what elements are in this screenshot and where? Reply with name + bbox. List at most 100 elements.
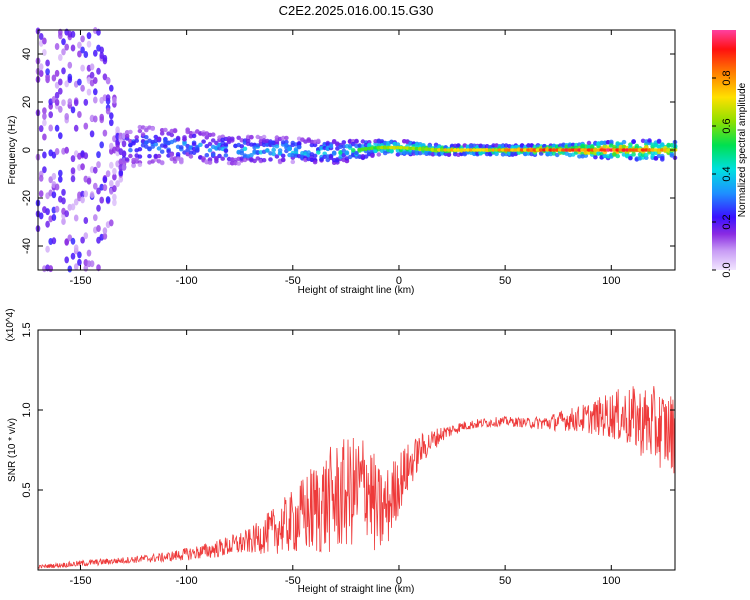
spectrogram-cell	[204, 144, 210, 149]
spectrogram-cell	[80, 196, 85, 204]
snr-panel: -150 -100 -50 0 50 100 0.5 1.0 1.5 Height of st…	[5, 308, 676, 595]
spectrogram-cell	[137, 147, 143, 152]
spectrogram-cell	[134, 135, 139, 140]
snr-y-axis-label: SNR (10 * v/v)	[7, 418, 18, 482]
spectrogram-cell	[54, 183, 60, 191]
spectrogram-cell	[80, 236, 85, 244]
spectrogram-cell	[86, 88, 92, 96]
spectrogram-cell	[64, 146, 69, 154]
spectrogram-cell	[140, 132, 146, 137]
spectrogram-cell	[351, 148, 356, 153]
spectrogram-cell	[175, 152, 181, 157]
spectrogram-cell	[61, 188, 66, 196]
x-tick-label: -50	[285, 275, 301, 287]
colorbar-label: Normalized spectral amplitude	[737, 82, 748, 217]
spectrogram-cell	[70, 175, 76, 183]
spectrogram-cell	[112, 185, 117, 193]
spectrogram-cell	[660, 155, 665, 161]
spectrogram-cell	[223, 148, 229, 154]
spectrogram-cell	[296, 145, 302, 150]
y-tick-label: 0	[21, 147, 33, 153]
spectrogram-cell	[121, 163, 127, 171]
spectrogram-cell	[42, 49, 47, 56]
spectrogram-cell	[102, 73, 108, 81]
spectrogram-cell	[45, 220, 50, 228]
spectrogram-cell	[456, 143, 461, 148]
y-tick-label: 1.0	[21, 402, 33, 417]
x-tick-label: 50	[499, 575, 511, 587]
spectrogram-cell	[105, 170, 111, 178]
spectrogram-cell	[284, 139, 289, 145]
x-tick-label: 0	[396, 275, 402, 287]
spectrogram-cell	[83, 217, 89, 224]
spectrogram-cell	[147, 154, 152, 159]
spectrogram-cell	[631, 139, 636, 145]
spectrogram-cell	[414, 151, 420, 156]
spectrogram-cell	[102, 176, 108, 184]
spectrogram-cell	[195, 147, 200, 152]
spectrogram-cell	[128, 129, 133, 135]
spectrogram-cell	[274, 144, 280, 149]
spectrogram-cell	[105, 107, 111, 115]
spectrogram-cell	[86, 40, 92, 48]
spectrogram-cell	[73, 214, 79, 222]
spectrogram-cell	[64, 43, 69, 51]
spectrogram-cell	[64, 80, 69, 88]
spectrogram-cell	[102, 94, 108, 102]
spectrogram-cell	[341, 140, 347, 145]
spectrogram-cell	[73, 263, 79, 271]
spectrogram-cell	[61, 99, 66, 107]
spectrogram-cell	[77, 111, 82, 118]
spectrogram-cell	[61, 218, 66, 225]
x-tick-label: 100	[602, 275, 620, 287]
spectrogram-cell	[395, 142, 401, 147]
spectrogram-cell	[118, 169, 124, 177]
spectrogram-cell	[109, 161, 114, 169]
spectrogram-cell	[660, 142, 665, 147]
spectrogram-cell	[207, 141, 213, 147]
y-tick-label: 20	[21, 96, 33, 108]
spectrogram-cell	[185, 147, 190, 153]
spectrogram-cell	[312, 153, 318, 158]
spectrogram-cell	[109, 84, 114, 92]
spectrogram-cell	[83, 122, 89, 130]
spectrogram-y-axis-label: Frequency (Hz)	[7, 116, 18, 185]
spectrogram-cell	[621, 139, 627, 145]
snr-frame	[37, 329, 676, 571]
spectrogram-cell	[293, 147, 299, 152]
spectrogram-cell	[48, 111, 53, 119]
spectrogram-cell	[331, 139, 337, 144]
spectrogram-cell	[61, 38, 66, 46]
spectrogram-cell	[261, 134, 267, 140]
spectrogram-cell	[312, 142, 318, 148]
spectrogram-cell	[137, 154, 143, 159]
spectrogram-cell	[42, 112, 47, 120]
spectrogram-cell	[99, 141, 104, 149]
spectrogram-cell	[80, 84, 85, 92]
spectrogram-cell	[182, 141, 187, 146]
spectrogram-cell	[80, 46, 85, 54]
spectrogram-cell	[644, 145, 649, 150]
spectrogram-cell	[112, 193, 117, 201]
spectrogram-cell	[121, 140, 127, 148]
spectrogram-cell	[175, 137, 181, 142]
spectrogram-cell	[609, 139, 614, 144]
spectrogram-cell	[93, 77, 98, 84]
spectrogram-cell	[163, 127, 168, 133]
spectrogram-cell	[277, 151, 283, 156]
spectrogram-cell	[96, 28, 101, 36]
spectrogram-cell	[109, 219, 114, 227]
spectrogram-cell	[124, 157, 130, 162]
spectrogram-cell	[105, 94, 111, 102]
spectrogram-cell	[105, 77, 111, 85]
spectrogram-cell	[354, 139, 359, 144]
spectrogram-cell	[112, 199, 117, 207]
spectrogram-cell	[344, 151, 350, 156]
spectrogram-cell	[70, 203, 76, 211]
spectrogram-cell	[169, 152, 175, 157]
spectrogram-cell	[214, 159, 219, 164]
spectrogram-cell	[115, 180, 120, 188]
spectrogram-cell	[631, 152, 636, 157]
spectrogram-cell	[137, 162, 143, 167]
spectrogram-cell	[61, 48, 66, 56]
